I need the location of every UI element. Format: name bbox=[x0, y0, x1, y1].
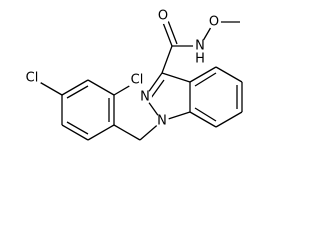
bond bbox=[189, 111, 217, 128]
bond bbox=[66, 121, 89, 135]
label-bg bbox=[193, 39, 207, 53]
bond bbox=[61, 79, 89, 96]
atom-label: N bbox=[157, 114, 167, 129]
atom-label: H bbox=[195, 52, 205, 67]
bond bbox=[87, 79, 115, 96]
structure-diagram: Cl Cl O N H O N N bbox=[24, 9, 243, 141]
atom-label: Cl bbox=[131, 73, 144, 88]
bond bbox=[161, 45, 173, 74]
bond bbox=[215, 66, 243, 83]
atom-label: O bbox=[209, 15, 219, 30]
atom-label: Cl bbox=[26, 71, 39, 86]
label-bg bbox=[156, 10, 170, 24]
bond bbox=[189, 66, 217, 83]
bond bbox=[215, 111, 243, 128]
bond bbox=[161, 72, 191, 83]
bond bbox=[113, 124, 141, 141]
label-bg bbox=[24, 69, 42, 87]
bond bbox=[61, 124, 89, 141]
label-bg bbox=[207, 15, 221, 29]
bond bbox=[194, 107, 217, 122]
label-bg bbox=[138, 90, 152, 104]
atom-label: O bbox=[158, 9, 168, 24]
atom-label: N bbox=[195, 39, 205, 54]
bond bbox=[87, 124, 115, 141]
bond bbox=[166, 17, 178, 45]
atom-labels: Cl Cl O N H O N N bbox=[24, 9, 221, 129]
bond bbox=[161, 19, 173, 47]
bond bbox=[66, 85, 89, 99]
atom-label: N bbox=[140, 90, 150, 105]
label-bg bbox=[127, 71, 145, 89]
bond bbox=[150, 79, 165, 99]
label-bg bbox=[155, 114, 169, 128]
bond bbox=[194, 72, 217, 87]
